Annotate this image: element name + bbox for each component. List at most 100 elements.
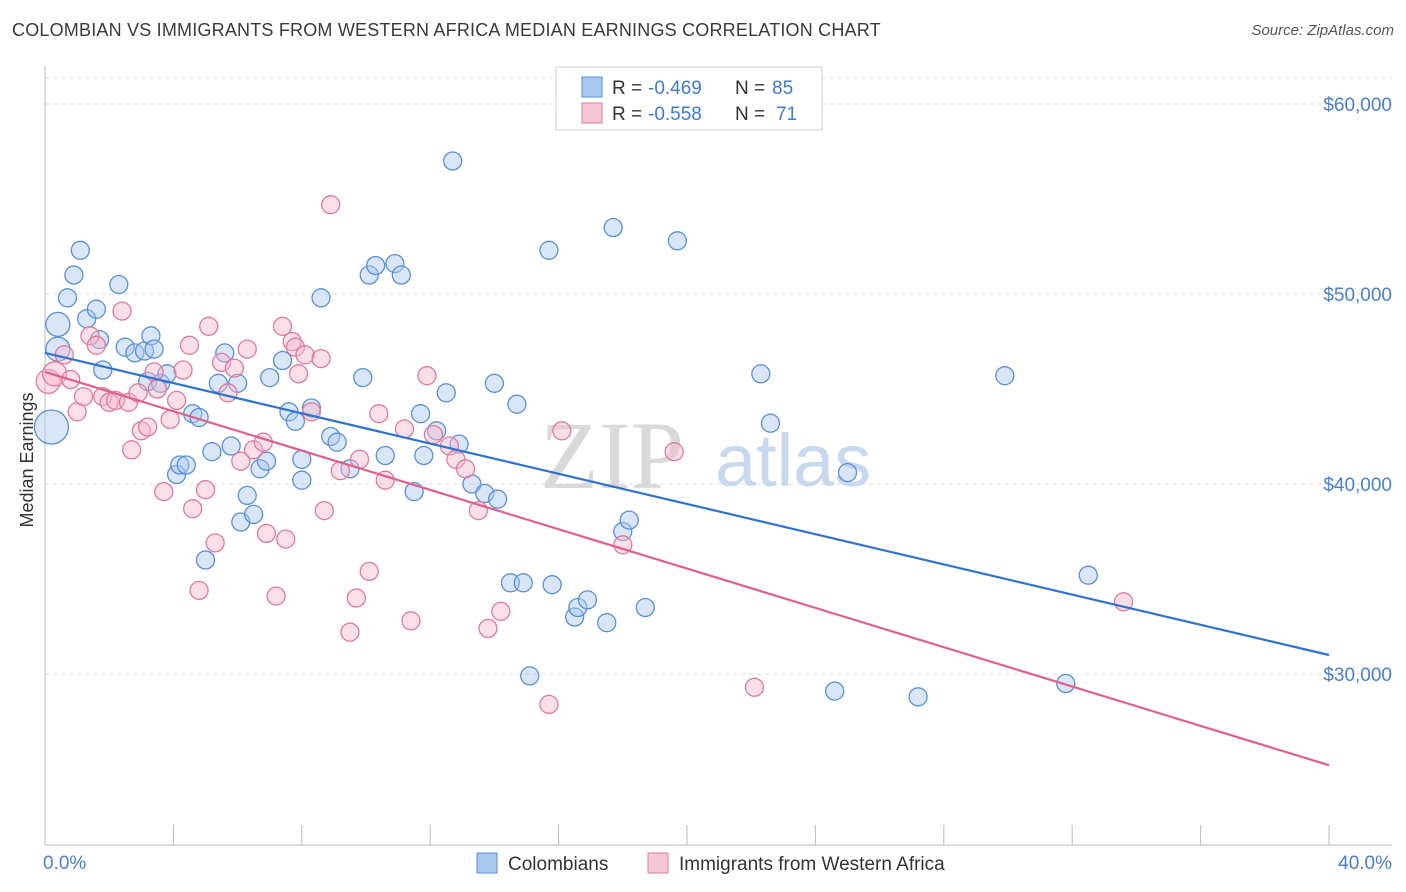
point-western-africa-67 — [664, 442, 684, 462]
point-colombians-35 — [260, 367, 280, 388]
point-western-africa-63 — [478, 618, 498, 639]
legend-r-label-1: R = — [612, 78, 642, 99]
point-western-africa-7 — [86, 335, 107, 355]
point-western-africa-14 — [128, 383, 148, 403]
legend-n-value-1: 85 — [772, 78, 793, 99]
x-tick-label-start: 0.0% — [43, 853, 86, 874]
legend-n-label-2: N = — [735, 104, 765, 125]
axes — [44, 66, 1392, 846]
point-western-africa-57 — [417, 366, 437, 386]
y-tick-label-3: $60,000 — [1323, 95, 1392, 116]
point-colombians-76 — [603, 217, 623, 238]
legend-swatch-pink — [581, 102, 603, 124]
point-colombians-46 — [353, 367, 373, 388]
point-colombians-72 — [597, 613, 617, 633]
point-western-africa-2 — [54, 345, 74, 365]
point-colombians-12 — [125, 343, 145, 363]
legend-r-value-2: -0.558 — [648, 104, 702, 125]
y-tick-label-1: $40,000 — [1323, 475, 1392, 496]
point-colombians-67 — [539, 240, 559, 260]
point-colombians-73 — [613, 521, 633, 542]
point-western-africa-37 — [266, 586, 286, 606]
point-colombians-65 — [513, 573, 533, 593]
point-western-africa-49 — [340, 622, 360, 642]
point-colombians-36 — [272, 350, 293, 371]
point-western-africa-39 — [276, 529, 296, 549]
point-colombians-4 — [64, 265, 84, 285]
point-colombians-47 — [359, 265, 379, 285]
tick-labels: $30,000 $40,000 $50,000 $60,000 0.0% 40.0% — [43, 95, 1392, 874]
point-colombians-3 — [57, 288, 78, 308]
point-colombians-25 — [202, 442, 222, 462]
legend-r-value-1: -0.469 — [648, 78, 702, 99]
point-colombians-82 — [908, 687, 928, 707]
point-colombians-43 — [292, 470, 312, 490]
point-western-africa-68 — [744, 677, 765, 697]
point-western-africa-16 — [138, 417, 158, 437]
point-colombians-20 — [170, 455, 190, 475]
point-western-africa-52 — [359, 561, 379, 582]
point-colombians-70 — [568, 597, 588, 618]
bottom-legend-label-colombians: Colombians — [508, 854, 608, 875]
point-colombians-5 — [70, 240, 90, 260]
y-tick-label-2: $50,000 — [1323, 285, 1392, 306]
point-colombians-1 — [45, 311, 71, 338]
point-western-africa-41 — [285, 337, 306, 357]
point-colombians-16 — [144, 339, 164, 359]
point-colombians-61 — [484, 373, 505, 393]
point-western-africa-5 — [73, 386, 94, 407]
point-colombians-75 — [635, 597, 655, 618]
point-western-africa-30 — [218, 383, 238, 403]
point-western-africa-47 — [321, 195, 341, 215]
point-western-africa-46 — [314, 500, 334, 521]
point-colombians-7 — [86, 299, 107, 319]
point-western-africa-33 — [237, 339, 257, 359]
legend-bottom: Colombians Immigrants from Western Afric… — [476, 852, 945, 875]
series-western-africa — [35, 195, 1134, 715]
x-tick-label-end: 40.0% — [1338, 853, 1392, 874]
point-western-africa-27 — [199, 316, 219, 336]
point-colombians-31 — [237, 485, 257, 506]
point-colombians-78 — [751, 364, 771, 384]
point-colombians-32 — [243, 504, 264, 525]
point-western-africa-43 — [295, 345, 315, 365]
point-western-africa-18 — [147, 379, 168, 399]
point-colombians-33 — [250, 459, 270, 479]
point-colombians-50 — [385, 253, 405, 274]
point-colombians-0 — [33, 409, 70, 445]
point-colombians-23 — [189, 407, 209, 428]
point-colombians-53 — [410, 404, 431, 424]
point-colombians-55 — [414, 445, 434, 466]
point-colombians-49 — [375, 445, 395, 466]
point-colombians-80 — [825, 681, 845, 701]
point-western-africa-40 — [282, 331, 302, 352]
point-colombians-77 — [667, 231, 688, 251]
point-western-africa-26 — [195, 480, 216, 500]
y-axis-label: Median Earnings — [17, 392, 37, 527]
watermark-atlas: atlas — [715, 419, 871, 502]
series-colombians — [33, 151, 1098, 707]
legend-top: R = -0.469 N = 85 R = -0.558 N = 71 — [555, 66, 823, 131]
bottom-legend-swatch-pink — [647, 852, 669, 874]
watermark-zip: ZIP — [540, 402, 684, 509]
trend-lines — [44, 351, 1330, 767]
point-colombians-62 — [487, 489, 508, 509]
grid-lines — [45, 77, 1392, 675]
point-western-africa-21 — [166, 390, 187, 411]
point-colombians-21 — [176, 455, 196, 475]
point-western-africa-45 — [311, 348, 331, 369]
point-western-africa-19 — [154, 481, 174, 502]
legend-n-label-1: N = — [735, 78, 765, 99]
point-western-africa-65 — [539, 694, 559, 715]
legend-n-value-2: 71 — [776, 104, 797, 125]
point-colombians-68 — [542, 575, 562, 595]
source-note: Source: ZipAtlas.com — [1251, 22, 1394, 39]
point-colombians-48 — [365, 255, 386, 276]
point-colombians-74 — [619, 510, 639, 530]
point-western-africa-25 — [189, 580, 209, 601]
trend-line-western-africa — [44, 370, 1330, 767]
point-colombians-24 — [195, 550, 216, 570]
y-tick-label-0: $30,000 — [1323, 665, 1392, 686]
point-colombians-64 — [507, 394, 527, 414]
